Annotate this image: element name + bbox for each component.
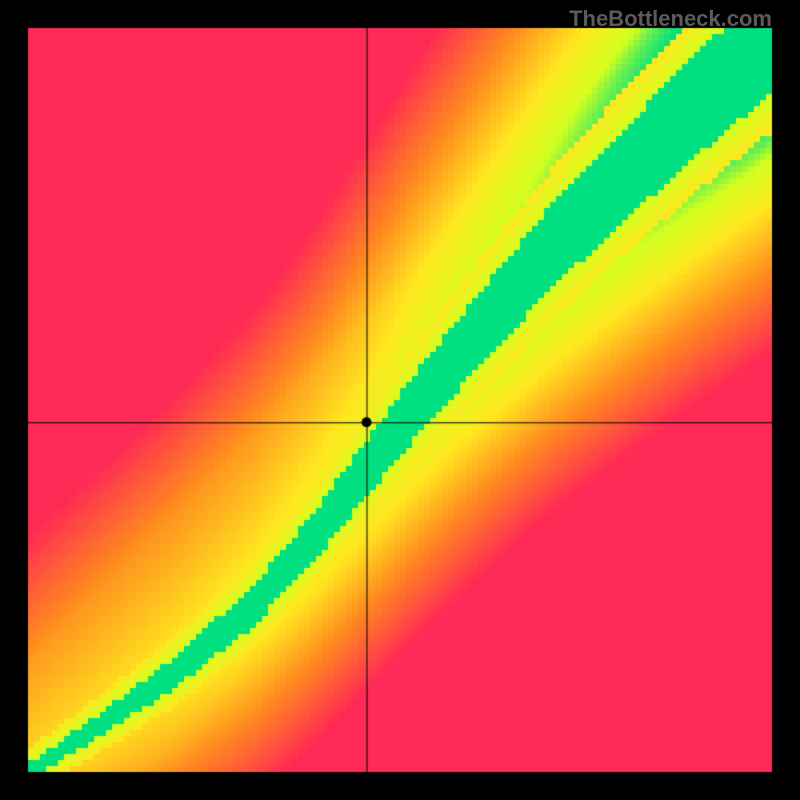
watermark-text: TheBottleneck.com xyxy=(569,6,772,32)
bottleneck-heatmap xyxy=(0,0,800,800)
